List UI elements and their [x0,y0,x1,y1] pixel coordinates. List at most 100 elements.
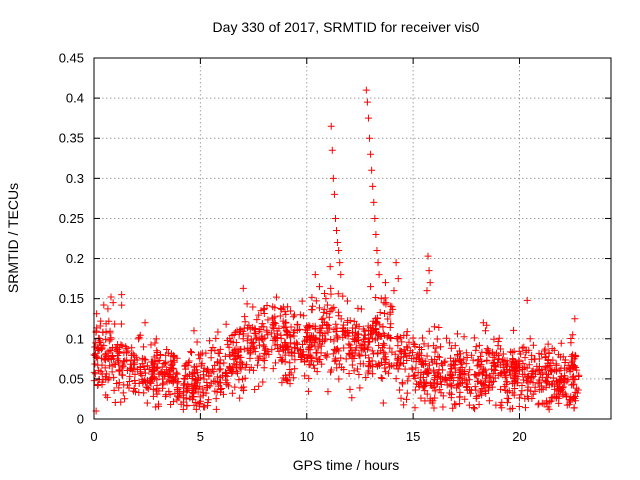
data-point [216,345,224,353]
data-point [147,341,155,349]
tick-labels: 0 0.05 0.1 0.15 0.2 0.25 0.3 0.35 0.4 0.45 0 5 10 15 2… [59,51,527,445]
data-point [196,393,204,401]
data-point [329,174,337,182]
data-point [331,355,339,363]
data-point [240,345,248,353]
data-point [421,387,429,395]
data-point [312,349,320,357]
data-point [185,382,193,390]
data-point [290,332,298,340]
data-point [350,367,358,375]
data-point [334,239,342,247]
data-point [91,360,99,368]
data-point [188,375,196,383]
data-point [555,399,563,407]
data-point [394,354,402,362]
data-point [470,404,478,412]
data-point [117,398,125,406]
data-point [392,259,400,267]
data-point [119,389,127,397]
data-point [348,394,356,402]
data-point [327,290,335,298]
data-point [240,324,248,332]
data-point [321,289,329,297]
data-point [291,326,299,334]
data-point [325,313,333,321]
data-point [454,380,462,388]
data-point [508,380,516,388]
data-point [255,311,263,319]
data-point [436,386,444,394]
data-point [256,341,264,349]
data-point [264,316,272,324]
data-point [449,377,457,385]
data-point [272,335,280,343]
data-point [202,389,210,397]
data-point [471,370,479,378]
data-point [457,360,465,368]
data-point [332,320,340,328]
data-point [411,404,419,412]
data-point [316,335,324,343]
data-point [212,334,220,342]
data-point [350,317,358,325]
data-point [349,335,357,343]
data-point [323,309,331,317]
data-point [230,356,238,364]
data-point [143,399,151,407]
data-point [375,360,383,368]
data-point [366,134,374,142]
data-point [115,359,123,367]
y-tick-label: 0.1 [66,331,84,346]
data-point [243,337,251,345]
data-point [323,301,331,309]
data-point [549,374,557,382]
data-point [372,294,380,302]
y-tick-label: 0.2 [66,251,84,266]
data-point [500,383,508,391]
data-point [152,335,160,343]
data-point [376,332,384,340]
data-point [369,182,377,190]
data-point [179,398,187,406]
data-point [280,322,288,330]
data-point [542,377,550,385]
data-point [163,366,171,374]
data-point [505,395,513,403]
data-point [104,305,112,313]
data-point [344,318,352,326]
data-point [417,373,425,381]
data-point [521,371,529,379]
data-point [130,351,138,359]
data-point [337,354,345,362]
data-point [477,388,485,396]
data-point [271,319,279,327]
data-point [515,356,523,364]
data-point [380,354,388,362]
data-point [170,352,178,360]
data-point [317,324,325,332]
data-point [381,294,389,302]
data-point [503,378,511,386]
data-point [287,349,295,357]
data-point [368,335,376,343]
x-tick-label: 15 [406,429,420,444]
data-point [152,357,160,365]
data-point [276,312,284,320]
data-point [235,376,243,384]
data-point [335,247,343,255]
data-point [173,379,181,387]
data-point [102,352,110,360]
data-point [258,335,266,343]
data-point [298,297,306,305]
data-point [473,362,481,370]
data-point [471,405,479,413]
data-point [120,381,128,389]
data-point [502,386,510,394]
data-point [421,397,429,405]
data-point [107,354,115,362]
data-point [468,351,476,359]
data-point [477,379,485,387]
data-point [212,405,220,413]
data-point [269,365,277,373]
